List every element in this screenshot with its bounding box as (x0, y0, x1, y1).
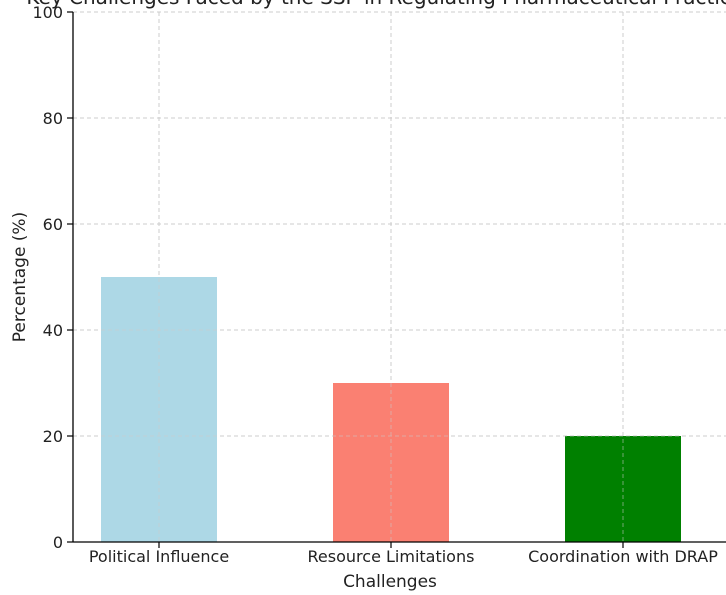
y-axis-label: Percentage (%) (10, 212, 30, 342)
y-tick-label: 40 (43, 321, 63, 340)
x-ticks: Political Influence Resource Limitations C… (89, 542, 718, 566)
y-ticks: 0 20 40 60 80 100 (32, 3, 73, 552)
x-axis-label: Challenges (343, 572, 437, 592)
y-tick-label: 60 (43, 215, 63, 234)
x-tick-label: Coordination with DRAP (528, 547, 718, 566)
chart-title: Key Challenges Faced by the SSP in Regul… (26, 0, 726, 9)
y-tick-label: 80 (43, 109, 63, 128)
axes (72, 12, 726, 543)
y-tick-label: 100 (32, 3, 63, 22)
y-tick-label: 20 (43, 427, 63, 446)
x-tick-label: Political Influence (89, 547, 229, 566)
x-tick-label: Resource Limitations (308, 547, 475, 566)
grid-lines-overlay (73, 11, 726, 542)
y-tick-label: 0 (53, 533, 63, 552)
